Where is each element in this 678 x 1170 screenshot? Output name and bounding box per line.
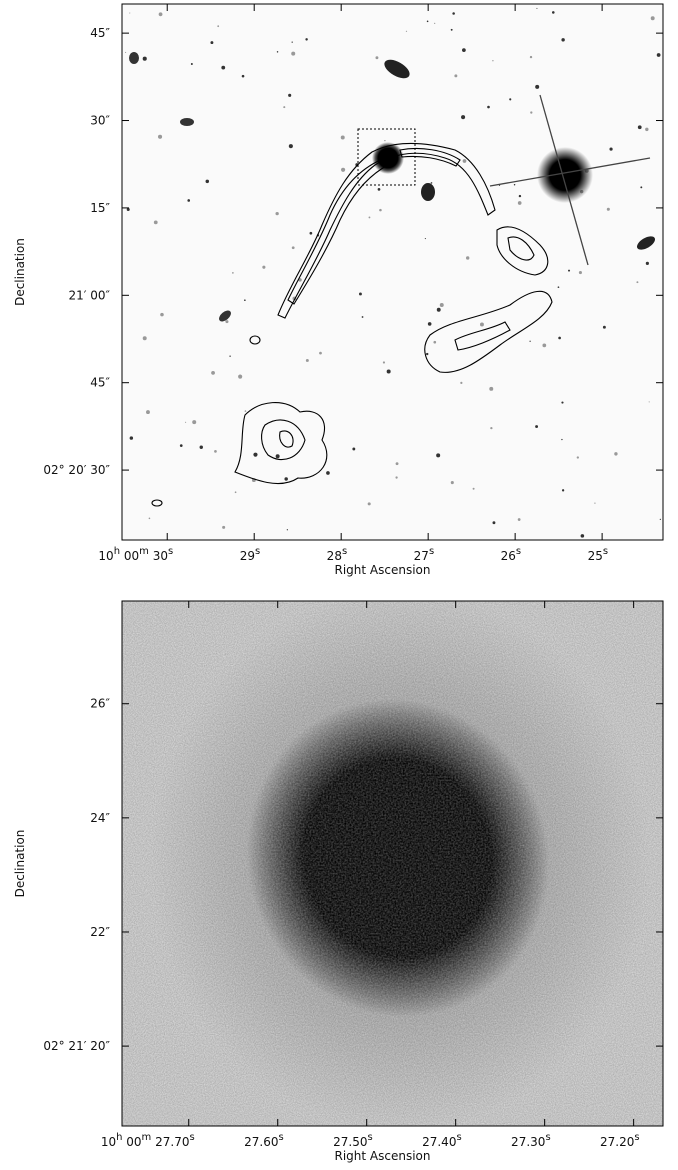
- y-tick-label: 21′ 00″: [68, 288, 110, 302]
- y-tick-label: 45″: [90, 376, 110, 390]
- y-tick-label: 24″: [90, 811, 110, 825]
- x-tick-label: 10h 00m 30s: [98, 546, 173, 563]
- x-tick-label: 27.30s: [511, 1132, 551, 1149]
- x-axis-label: Right Ascension: [335, 1149, 431, 1163]
- x-tick-label: 27s: [414, 546, 435, 563]
- x-tick-label: 26s: [501, 546, 522, 563]
- x-tick-label: 27.20s: [600, 1132, 640, 1149]
- x-tick-label: 10h 00m 27.70s: [101, 1132, 195, 1149]
- y-tick-label: 15″: [90, 201, 110, 215]
- y-tick-label: 02° 21′ 20″: [43, 1039, 110, 1053]
- zoom-image: [122, 601, 663, 1126]
- y-axis-label: Declination: [13, 238, 27, 306]
- y-tick-label: 45″: [90, 26, 110, 40]
- frame: [121, 600, 664, 1127]
- x-tick-label: 29s: [240, 546, 261, 563]
- x-tick-label: 28s: [327, 546, 348, 563]
- axes: 10h 00m 30s 29s 28s 27s 26s 25s 45″ 30″ 15″ 21′ 0…: [13, 3, 664, 1163]
- y-tick-label: 30″: [90, 114, 110, 128]
- x-tick-label: 27.60s: [244, 1132, 284, 1149]
- x-axis-label: Right Ascension: [335, 563, 431, 577]
- y-tick-label: 26″: [90, 697, 110, 711]
- y-tick-label: 02° 20′ 30″: [43, 463, 110, 477]
- x-tick-label: 25s: [588, 546, 609, 563]
- y-axis-label: Declination: [13, 830, 27, 898]
- x-tick-label: 27.40s: [422, 1132, 462, 1149]
- y-tick-label: 22″: [90, 925, 110, 939]
- x-tick-label: 27.50s: [333, 1132, 373, 1149]
- frame: [121, 3, 664, 541]
- sky-image: [122, 4, 663, 540]
